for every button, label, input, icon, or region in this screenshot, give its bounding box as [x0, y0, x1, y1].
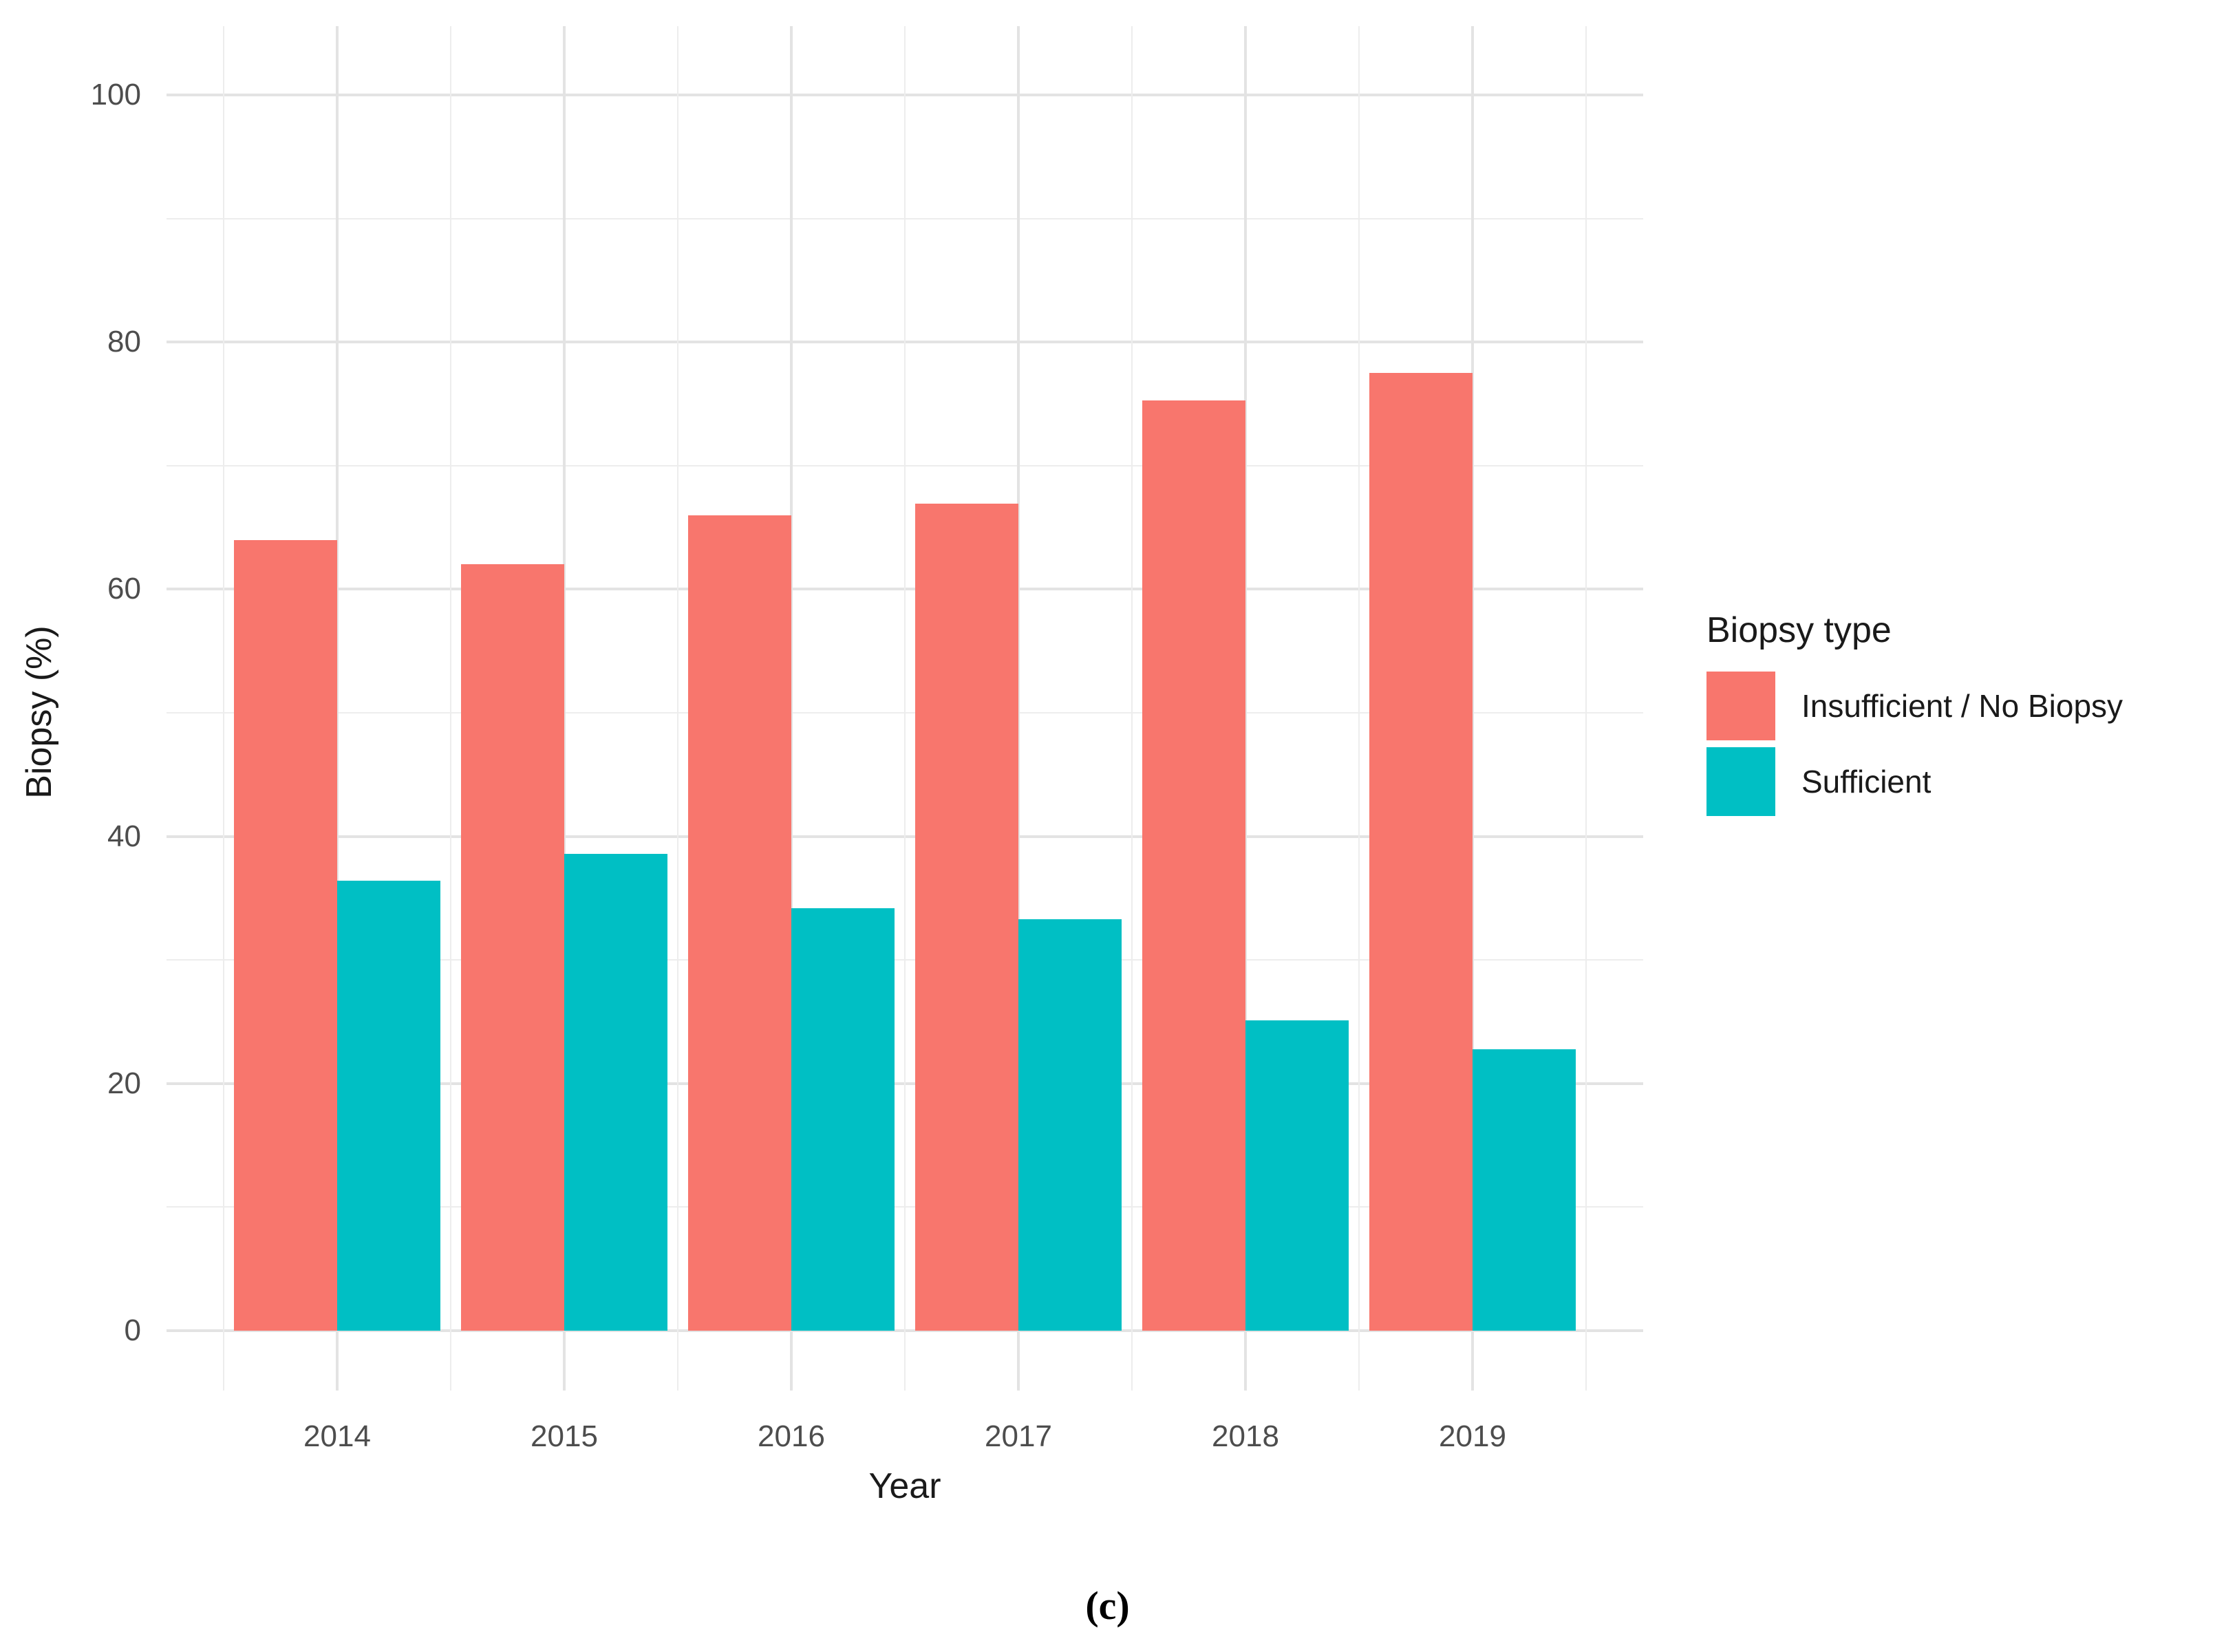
gridline-x-minor [1131, 26, 1133, 1391]
y-tick-label: 80 [107, 325, 141, 359]
gridline-x-major [790, 26, 793, 1391]
bar-2017-insufficient [915, 504, 1018, 1331]
bar-2018-insufficient [1142, 400, 1245, 1331]
legend-swatch [1706, 747, 1775, 816]
gridline-x-major [336, 26, 339, 1391]
y-tick-label: 100 [90, 78, 141, 111]
gridline-x-minor [450, 26, 451, 1391]
x-axis-title: Year [868, 1466, 941, 1506]
x-tick-label: 2014 [303, 1419, 371, 1453]
bar-2017-sufficient [1018, 919, 1122, 1331]
y-tick-label: 20 [107, 1066, 141, 1100]
gridline-x-minor [904, 26, 906, 1391]
legend-items: Insufficient / No Biopsy Sufficient [1706, 672, 2215, 816]
x-tick-label: 2015 [531, 1419, 598, 1453]
bar-2014-sufficient [337, 881, 440, 1331]
gridline-x-minor [677, 26, 678, 1391]
bar-2015-sufficient [564, 853, 667, 1331]
y-axis-title: Biopsy (%) [19, 625, 59, 799]
bar-2015-insufficient [461, 564, 564, 1331]
legend-label: Sufficient [1801, 764, 1932, 800]
gridline-x-major [563, 26, 566, 1391]
bar-2016-sufficient [791, 908, 895, 1331]
legend-label: Insufficient / No Biopsy [1801, 688, 2123, 724]
y-tick-label: 60 [107, 572, 141, 606]
figure-caption: (c) [1085, 1583, 1130, 1628]
y-tick-label: 0 [124, 1313, 141, 1347]
bar-2019-sufficient [1473, 1049, 1576, 1331]
legend-item: Sufficient [1706, 747, 2215, 816]
bar-2019-insufficient [1369, 373, 1473, 1331]
legend-swatch [1706, 672, 1775, 740]
x-tick-label: 2016 [758, 1419, 825, 1453]
x-tick-label: 2018 [1212, 1419, 1279, 1453]
bar-2014-insufficient [234, 539, 337, 1331]
y-tick-label: 40 [107, 819, 141, 853]
bar-2016-insufficient [688, 515, 791, 1331]
x-tick-label: 2019 [1439, 1419, 1506, 1453]
gridline-x-major [1471, 26, 1474, 1391]
plot-panel [167, 26, 1643, 1391]
bar-2018-sufficient [1245, 1020, 1349, 1331]
gridline-x-major [1244, 26, 1247, 1391]
x-tick-label: 2017 [985, 1419, 1052, 1453]
legend-item: Insufficient / No Biopsy [1706, 672, 2215, 740]
gridline-x-major [1017, 26, 1020, 1391]
gridline-x-minor [223, 26, 224, 1391]
legend: Biopsy type Insufficient / No Biopsy Suff… [1706, 610, 2215, 823]
legend-title: Biopsy type [1706, 610, 1892, 650]
gridline-x-minor [1585, 26, 1587, 1391]
gridline-x-minor [1358, 26, 1360, 1391]
